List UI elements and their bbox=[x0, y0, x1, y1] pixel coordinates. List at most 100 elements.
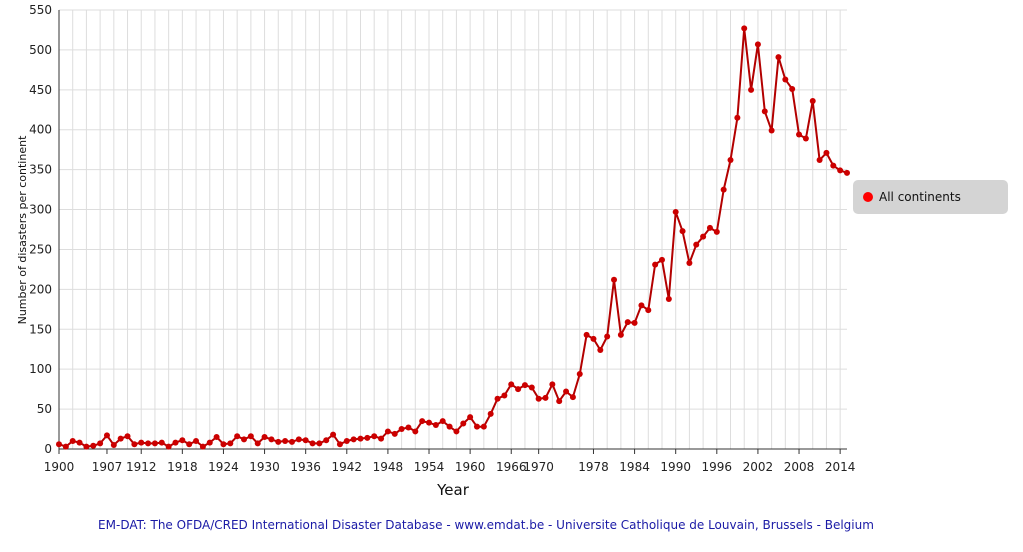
data-point[interactable] bbox=[247, 433, 254, 440]
data-point[interactable] bbox=[830, 162, 837, 169]
data-point[interactable] bbox=[193, 438, 200, 445]
data-point[interactable] bbox=[90, 442, 97, 449]
data-point[interactable] bbox=[309, 440, 316, 447]
data-point[interactable] bbox=[501, 392, 508, 399]
data-point[interactable] bbox=[295, 436, 302, 443]
data-point[interactable] bbox=[809, 97, 816, 104]
data-point[interactable] bbox=[713, 228, 720, 235]
data-point[interactable] bbox=[364, 434, 371, 441]
data-point[interactable] bbox=[220, 441, 227, 448]
data-point[interactable] bbox=[412, 428, 419, 435]
data-point[interactable] bbox=[473, 423, 480, 430]
data-point[interactable] bbox=[323, 437, 330, 444]
data-point[interactable] bbox=[371, 433, 378, 440]
data-point[interactable] bbox=[542, 394, 549, 401]
data-point[interactable] bbox=[823, 149, 830, 156]
data-point[interactable] bbox=[528, 384, 535, 391]
data-point[interactable] bbox=[446, 423, 453, 430]
data-point[interactable] bbox=[611, 276, 618, 283]
data-point[interactable] bbox=[138, 439, 145, 446]
data-point[interactable] bbox=[782, 76, 789, 83]
data-point[interactable] bbox=[378, 435, 385, 442]
data-point[interactable] bbox=[494, 395, 501, 402]
data-point[interactable] bbox=[268, 436, 275, 443]
data-point[interactable] bbox=[254, 440, 261, 447]
data-point[interactable] bbox=[693, 241, 700, 248]
data-point[interactable] bbox=[460, 420, 467, 427]
source-credit[interactable]: EM-DAT: The OFDA/CRED International Disa… bbox=[98, 518, 874, 532]
data-point[interactable] bbox=[741, 25, 748, 32]
data-point[interactable] bbox=[206, 439, 213, 446]
data-point[interactable] bbox=[645, 307, 652, 314]
data-point[interactable] bbox=[172, 439, 179, 446]
data-point[interactable] bbox=[467, 414, 474, 421]
data-point[interactable] bbox=[158, 439, 165, 446]
data-point[interactable] bbox=[302, 437, 309, 444]
data-point[interactable] bbox=[432, 422, 439, 429]
data-point[interactable] bbox=[336, 441, 343, 448]
data-point[interactable] bbox=[282, 438, 289, 445]
data-point[interactable] bbox=[357, 435, 364, 442]
data-point[interactable] bbox=[275, 438, 282, 445]
data-point[interactable] bbox=[316, 440, 323, 447]
data-point[interactable] bbox=[734, 114, 741, 121]
data-point[interactable] bbox=[227, 440, 234, 447]
data-point[interactable] bbox=[124, 433, 131, 440]
data-point[interactable] bbox=[631, 319, 638, 326]
data-point[interactable] bbox=[679, 228, 686, 235]
data-point[interactable] bbox=[453, 428, 460, 435]
data-point[interactable] bbox=[199, 443, 206, 450]
data-point[interactable] bbox=[761, 108, 768, 115]
data-point[interactable] bbox=[76, 439, 83, 446]
legend[interactable]: All continents bbox=[853, 180, 1008, 214]
data-point[interactable] bbox=[754, 41, 761, 48]
data-point[interactable] bbox=[583, 331, 590, 338]
data-point[interactable] bbox=[117, 435, 124, 442]
data-point[interactable] bbox=[69, 438, 76, 445]
data-point[interactable] bbox=[556, 398, 563, 405]
data-point[interactable] bbox=[234, 433, 241, 440]
data-point[interactable] bbox=[775, 54, 782, 61]
data-point[interactable] bbox=[56, 441, 62, 448]
data-point[interactable] bbox=[706, 224, 713, 231]
data-point[interactable] bbox=[837, 167, 844, 174]
data-point[interactable] bbox=[480, 423, 487, 430]
data-point[interactable] bbox=[213, 434, 220, 441]
data-point[interactable] bbox=[487, 410, 494, 417]
data-point[interactable] bbox=[350, 436, 357, 443]
data-point[interactable] bbox=[110, 442, 117, 449]
data-point[interactable] bbox=[652, 261, 659, 268]
data-point[interactable] bbox=[816, 157, 823, 164]
data-point[interactable] bbox=[597, 347, 604, 354]
data-point[interactable] bbox=[131, 441, 138, 448]
data-point[interactable] bbox=[508, 381, 515, 388]
data-point[interactable] bbox=[535, 395, 542, 402]
data-point[interactable] bbox=[748, 86, 755, 93]
data-point[interactable] bbox=[179, 437, 186, 444]
data-point[interactable] bbox=[658, 256, 665, 263]
data-point[interactable] bbox=[638, 302, 645, 309]
data-point[interactable] bbox=[617, 331, 624, 338]
data-point[interactable] bbox=[590, 335, 597, 342]
data-point[interactable] bbox=[261, 434, 268, 441]
data-point[interactable] bbox=[426, 419, 433, 426]
data-point[interactable] bbox=[97, 440, 104, 447]
data-point[interactable] bbox=[391, 430, 398, 437]
data-point[interactable] bbox=[151, 440, 158, 447]
data-point[interactable] bbox=[288, 438, 295, 445]
data-point[interactable] bbox=[62, 443, 69, 450]
data-point[interactable] bbox=[343, 438, 350, 445]
data-point[interactable] bbox=[563, 388, 570, 395]
data-point[interactable] bbox=[802, 135, 809, 142]
data-point[interactable] bbox=[727, 157, 734, 164]
data-point[interactable] bbox=[686, 260, 693, 267]
data-point[interactable] bbox=[700, 233, 707, 240]
data-point[interactable] bbox=[576, 370, 583, 377]
data-point[interactable] bbox=[419, 418, 426, 425]
data-point[interactable] bbox=[672, 208, 679, 215]
data-point[interactable] bbox=[796, 131, 803, 138]
data-point[interactable] bbox=[398, 426, 405, 433]
data-point[interactable] bbox=[665, 295, 672, 302]
data-point[interactable] bbox=[165, 443, 172, 450]
data-point[interactable] bbox=[384, 428, 391, 435]
